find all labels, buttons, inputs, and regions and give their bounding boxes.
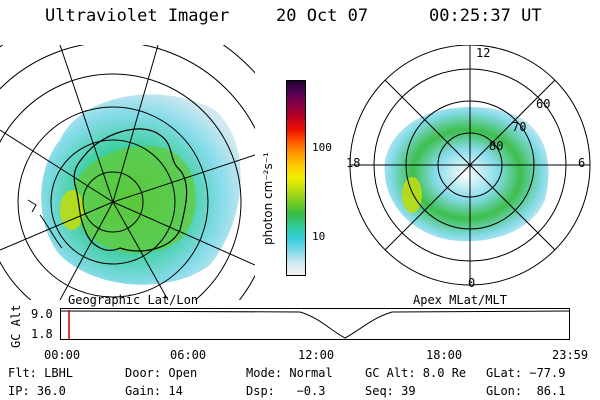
footer-filter: Flt: LBHL <box>8 366 74 380</box>
timeline-xtick-1800: 18:00 <box>426 348 463 362</box>
instrument-title: Ultraviolet Imager <box>45 6 230 26</box>
right-panel-caption: Apex MLat/MLT <box>413 293 507 307</box>
left-panel-caption: Geographic Lat/Lon <box>68 293 199 307</box>
colorbar-tick-10: 10 <box>312 230 326 243</box>
mlt-label-18: 18 <box>346 156 361 170</box>
timeline-xtick-1200: 12:00 <box>298 348 335 362</box>
mlat-label-70: 70 <box>512 120 527 134</box>
timeline-ylabel: GC Alt <box>9 304 23 348</box>
footer-gain: Gain: 14 <box>125 384 183 398</box>
footer-seq: Seq: 39 <box>365 384 416 398</box>
colorbar-unit-label: photon cm⁻²s⁻¹ <box>261 152 275 245</box>
date-label: 20 Oct 07 <box>276 6 369 26</box>
mlt-label-6: 6 <box>578 156 586 170</box>
geographic-map <box>0 45 255 300</box>
timeline-xtick-2359: 23:59 <box>552 348 589 362</box>
footer-door: Door: Open <box>125 366 198 380</box>
footer-gc-alt: GC Alt: 8.0 Re <box>365 366 467 380</box>
footer-mode: Mode: Normal <box>246 366 333 380</box>
footer-ip: IP: 36.0 <box>8 384 66 398</box>
footer-dsp: Dsp: −0.3 <box>246 384 326 398</box>
altitude-timeline <box>60 308 571 340</box>
mlt-label-0: 0 <box>468 276 476 290</box>
mlat-label-60: 60 <box>536 97 551 111</box>
antarctica-coastline <box>73 128 188 252</box>
footer-glon: GLon: 86.1 <box>486 384 566 398</box>
timeline-xtick-0000: 00:00 <box>44 348 81 362</box>
aurora-oval <box>384 107 549 242</box>
timeline-ytick-1-8: 1.8 <box>31 327 53 341</box>
colorbar <box>286 80 306 276</box>
timeline-xtick-0600: 06:00 <box>170 348 207 362</box>
apex-polar-plot <box>349 45 591 286</box>
mlat-label-80: 80 <box>489 139 504 153</box>
colorbar-tick-100: 100 <box>312 141 332 154</box>
footer-glat: GLat: −77.9 <box>486 366 566 380</box>
mlt-label-12: 12 <box>476 46 491 60</box>
time-label: 00:25:37 UT <box>429 6 542 26</box>
timeline-ytick-9: 9.0 <box>31 307 53 321</box>
